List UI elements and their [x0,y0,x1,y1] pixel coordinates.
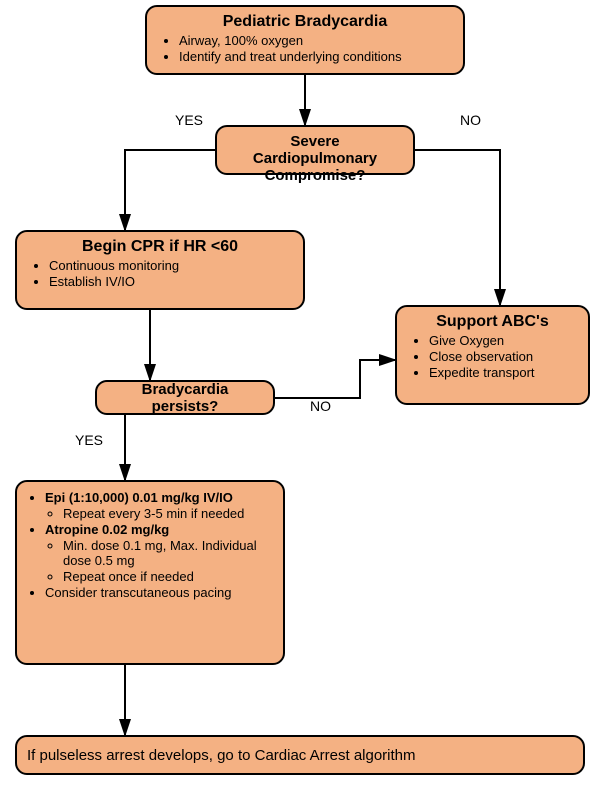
med-list: Epi (1:10,000) 0.01 mg/kg IV/IO Repeat e… [27,490,273,600]
node-title: Begin CPR if HR <60 [27,238,293,256]
node-medications: Epi (1:10,000) 0.01 mg/kg IV/IO Repeat e… [15,480,285,665]
node-support-abcs: Support ABC's Give Oxygen Close observat… [395,305,590,405]
node-bullets: Continuous monitoring Establish IV/IO [27,258,293,289]
med-epi: Epi (1:10,000) 0.01 mg/kg IV/IO [45,490,233,505]
node-pediatric-bradycardia: Pediatric Bradycardia Airway, 100% oxyge… [145,5,465,75]
node-title: Bradycardia persists? [107,381,263,415]
label-no-1: NO [460,112,481,128]
node-begin-cpr: Begin CPR if HR <60 Continuous monitorin… [15,230,305,310]
label-yes-2: YES [75,432,103,448]
med-atropine: Atropine 0.02 mg/kg [45,522,169,537]
node-title: Severe Cardiopulmonary [227,133,403,167]
flowchart-canvas: Pediatric Bradycardia Airway, 100% oxyge… [0,0,610,790]
node-title: Support ABC's [407,313,578,331]
node-severe-compromise: Severe Cardiopulmonary Compromise? [215,125,415,175]
node-bullets: Airway, 100% oxygen Identify and treat u… [157,33,453,64]
node-bullets: Give Oxygen Close observation Expedite t… [407,333,578,380]
node-title: Compromise? [227,167,403,184]
node-title: Pediatric Bradycardia [157,13,453,31]
node-bradycardia-persists: Bradycardia persists? [95,380,275,415]
node-pulseless-arrest: If pulseless arrest develops, go to Card… [15,735,585,775]
label-no-2: NO [310,398,331,414]
node-text: If pulseless arrest develops, go to Card… [27,747,416,764]
label-yes-1: YES [175,112,203,128]
